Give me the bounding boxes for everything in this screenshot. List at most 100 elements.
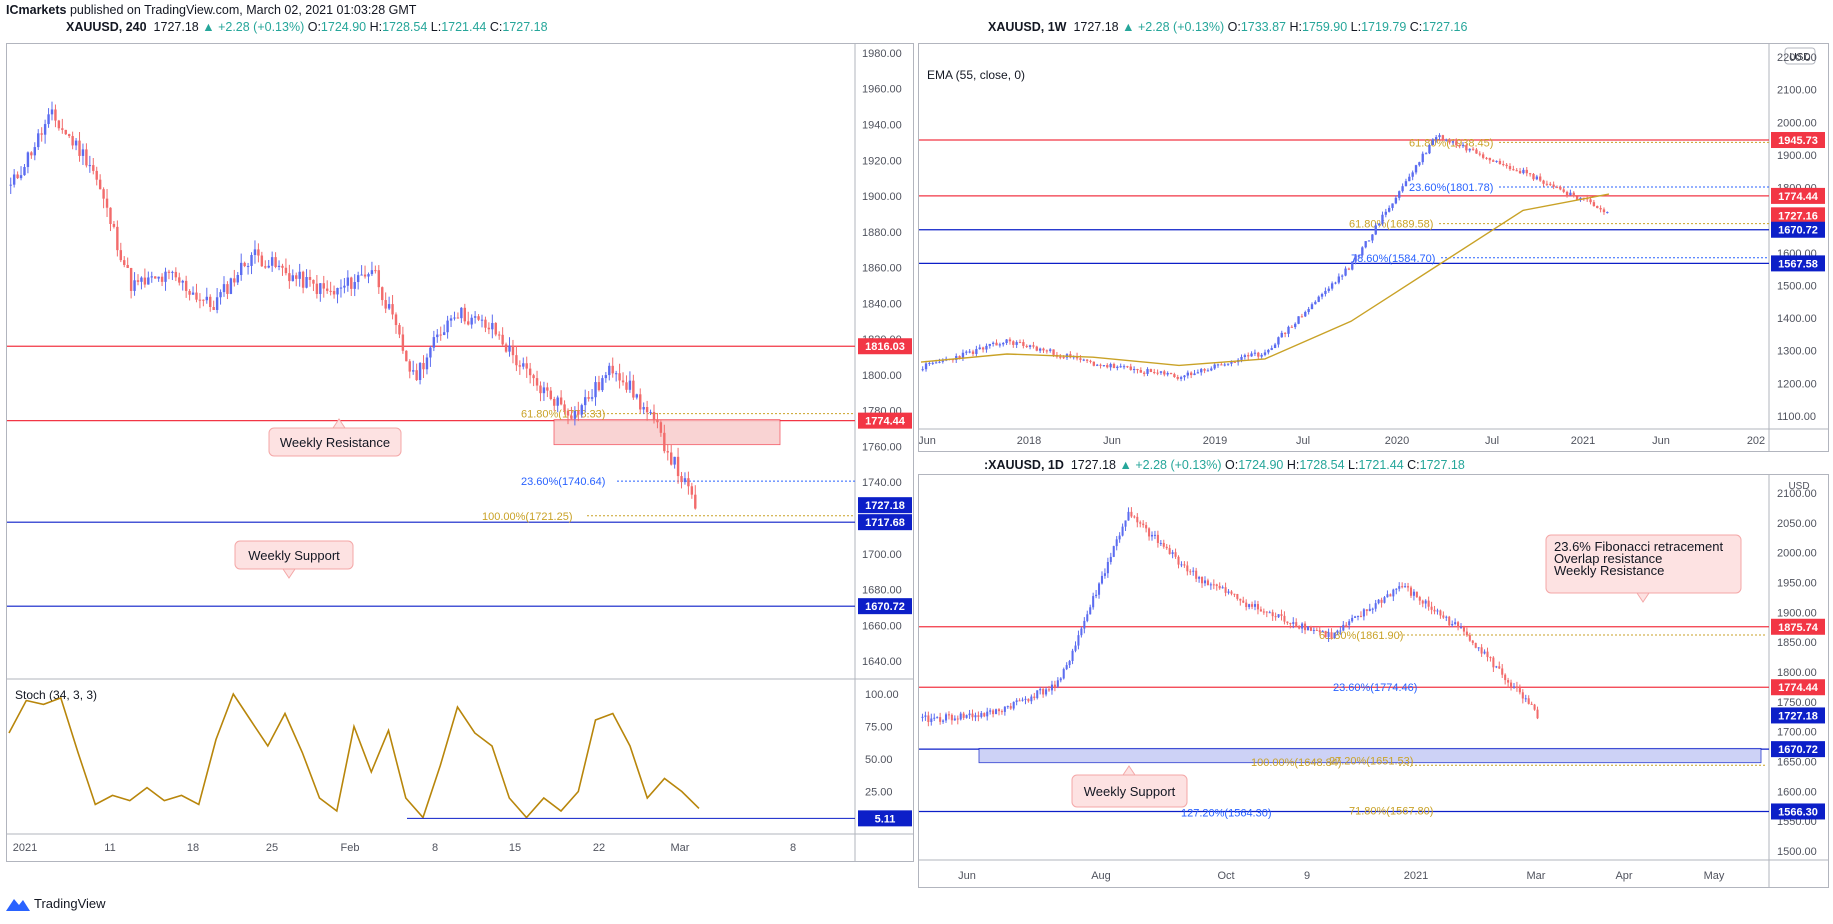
price-candle	[360, 274, 363, 276]
price-candle	[1095, 594, 1098, 597]
y-tick-label: 1300.00	[1777, 346, 1817, 358]
fib-label: 61.80%(1689.58)	[1349, 219, 1433, 231]
ema-line	[920, 193, 1610, 367]
fib-label: 23.60%(1801.78)	[1409, 182, 1493, 194]
price-candle	[1294, 323, 1297, 328]
price-candle	[1028, 345, 1032, 347]
price-candle	[332, 290, 336, 295]
callout-weekly-resistance-pointer	[332, 418, 346, 429]
price-candle	[394, 314, 398, 326]
price-candle	[1286, 621, 1289, 624]
price-candle	[1297, 316, 1300, 324]
price-candle	[1304, 312, 1307, 317]
price-candle	[611, 365, 614, 374]
price-candle	[1203, 580, 1207, 584]
price-tag-bg	[1771, 207, 1825, 224]
price-candle	[491, 322, 494, 330]
price-candle	[614, 373, 618, 375]
price-candle	[1507, 680, 1510, 683]
price-candle	[1106, 561, 1109, 574]
price-candle	[1263, 352, 1267, 355]
price-candle	[1136, 516, 1139, 523]
chart-4h-svg[interactable]: 1980.00 1960.00 1940.00 1920.00 1900.00 1880.…	[7, 44, 913, 861]
price-candle	[1539, 176, 1542, 181]
price-candle	[669, 452, 673, 465]
price-candle	[1174, 552, 1177, 557]
price-candle	[1171, 552, 1174, 555]
price-candle	[1218, 585, 1221, 589]
price-candle	[1033, 696, 1036, 699]
price-candle	[1049, 349, 1052, 351]
price-candle	[1412, 591, 1415, 596]
stoch-tick: 100.00	[865, 689, 899, 701]
price-candle	[1168, 548, 1171, 555]
y-tick-label: 1660.00	[862, 620, 902, 632]
price-candle	[1233, 593, 1236, 595]
price-candle	[676, 456, 680, 477]
y-tick-label: 2050.00	[1777, 518, 1817, 530]
price-candle	[1545, 183, 1549, 185]
price-candle	[1383, 597, 1386, 603]
price-candle	[1176, 376, 1179, 379]
price-tag-label: 1774.44	[865, 416, 906, 428]
price-candle	[1239, 598, 1242, 601]
price-candle	[1354, 255, 1357, 262]
price-candle	[1283, 332, 1287, 334]
price-candle	[1527, 698, 1530, 704]
price-candle	[1206, 580, 1209, 586]
price-candle	[1053, 684, 1056, 687]
price-candle	[1100, 575, 1104, 584]
price-candle	[1080, 628, 1083, 636]
price-candle	[1203, 369, 1206, 371]
price-candle	[43, 124, 47, 135]
price-candle	[1177, 556, 1180, 565]
price-candle	[92, 165, 95, 171]
price-candle	[116, 226, 119, 251]
price-candle	[1121, 526, 1124, 536]
price-candle	[109, 207, 112, 224]
price-candle	[1398, 191, 1401, 198]
fib-label: 71.80%(1567.80)	[1349, 806, 1433, 818]
high-value: 1728.54	[1299, 458, 1345, 472]
tradingview-brand[interactable]: TradingView	[6, 896, 106, 911]
price-candle	[995, 342, 998, 346]
price-candle	[1371, 608, 1374, 610]
callout-weekly-support[interactable]: Weekly Support	[1071, 765, 1188, 808]
price-candle	[1357, 255, 1361, 257]
currency-label: USD	[1789, 52, 1810, 63]
callout-weekly-support[interactable]: Weekly Support	[234, 540, 354, 579]
support-zone	[978, 747, 1762, 764]
chart-panel-1w[interactable]: EMA (55, close, 0) USD 2200.00 2100.00 2000.…	[918, 43, 1829, 452]
price-candle	[136, 280, 140, 282]
price-candle	[1498, 160, 1502, 165]
price-candle	[1572, 192, 1575, 197]
price-candle	[1465, 145, 1468, 151]
price-tag-label: 1727.18	[865, 500, 905, 512]
callout-weekly-resistance[interactable]: Weekly Resistance	[268, 418, 402, 457]
price-candle	[308, 277, 312, 280]
price-candle	[1025, 345, 1028, 347]
price-candle	[1119, 366, 1122, 368]
price-candle	[980, 713, 983, 717]
price-candle	[198, 299, 202, 301]
price-candle	[325, 288, 329, 291]
price-candle	[1226, 363, 1230, 365]
price-candle	[1549, 183, 1552, 185]
price-candle	[1445, 139, 1448, 141]
price-candle	[71, 136, 74, 146]
price-candle	[1247, 355, 1250, 357]
price-tag-bg	[858, 598, 912, 615]
price-candle	[1186, 372, 1189, 376]
price-candle	[384, 300, 387, 309]
chart-panel-1d[interactable]: USD 2100.00 2050.00 2000.00 1950.00 1900.00 18…	[918, 474, 1829, 888]
price-candle	[563, 404, 566, 411]
price-candle	[1492, 657, 1495, 668]
price-candle	[1438, 135, 1441, 138]
price-candle	[1465, 631, 1468, 636]
chart-panel-4h[interactable]: 1980.00 1960.00 1940.00 1920.00 1900.00 1880.…	[6, 43, 914, 862]
price-candle	[1309, 626, 1312, 631]
price-candle	[1512, 686, 1516, 688]
